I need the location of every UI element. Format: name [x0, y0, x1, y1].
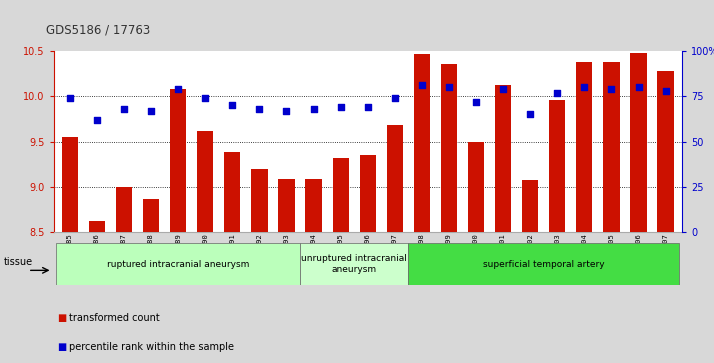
- Point: [525, 111, 536, 117]
- Point: [253, 106, 265, 112]
- Point: [199, 95, 211, 101]
- Point: [389, 95, 401, 101]
- Bar: [89, 221, 105, 232]
- Text: tissue: tissue: [4, 257, 33, 267]
- Bar: [56, 243, 300, 285]
- Bar: [278, 179, 295, 232]
- Bar: [197, 131, 213, 232]
- Point: [443, 84, 455, 90]
- Point: [498, 86, 509, 92]
- Bar: [333, 158, 348, 232]
- Point: [362, 104, 373, 110]
- Bar: [603, 62, 620, 232]
- Bar: [408, 243, 679, 285]
- Bar: [251, 169, 268, 232]
- Bar: [61, 137, 78, 232]
- Bar: [170, 89, 186, 232]
- Bar: [576, 62, 593, 232]
- Text: unruptured intracranial
aneurysm: unruptured intracranial aneurysm: [301, 254, 407, 274]
- Bar: [630, 53, 647, 232]
- Text: ■: ■: [57, 313, 66, 323]
- Bar: [658, 71, 674, 232]
- Point: [226, 102, 238, 108]
- Bar: [468, 142, 484, 232]
- Point: [660, 88, 671, 94]
- Bar: [306, 179, 322, 232]
- Text: ■: ■: [57, 342, 66, 352]
- Point: [308, 106, 319, 112]
- Point: [605, 86, 617, 92]
- Text: transformed count: transformed count: [69, 313, 160, 323]
- Point: [552, 90, 563, 95]
- Text: ruptured intracranial aneurysm: ruptured intracranial aneurysm: [107, 260, 249, 269]
- Text: superficial temporal artery: superficial temporal artery: [483, 260, 605, 269]
- Bar: [116, 187, 132, 232]
- Bar: [522, 180, 538, 232]
- Bar: [387, 125, 403, 232]
- Point: [416, 82, 428, 88]
- Bar: [143, 199, 159, 232]
- Point: [281, 108, 292, 114]
- Bar: [413, 53, 430, 232]
- Point: [471, 99, 482, 105]
- Point: [64, 95, 76, 101]
- Bar: [360, 155, 376, 232]
- Text: percentile rank within the sample: percentile rank within the sample: [69, 342, 234, 352]
- Point: [335, 104, 346, 110]
- Point: [633, 84, 644, 90]
- Bar: [549, 100, 565, 232]
- Bar: [224, 152, 241, 232]
- Bar: [495, 85, 511, 232]
- Point: [146, 108, 157, 114]
- Text: GDS5186 / 17763: GDS5186 / 17763: [46, 23, 151, 36]
- Bar: [441, 64, 457, 232]
- Point: [119, 106, 130, 112]
- Point: [578, 84, 590, 90]
- Point: [91, 117, 103, 123]
- Point: [172, 86, 183, 92]
- Bar: [300, 243, 408, 285]
